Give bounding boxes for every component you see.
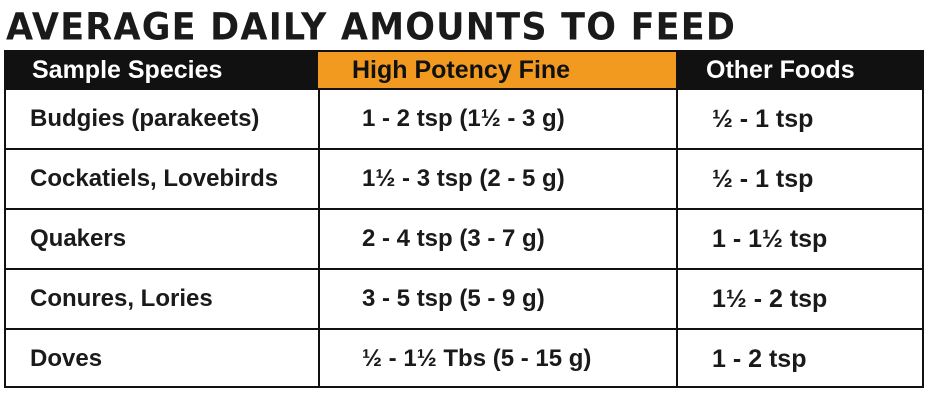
species-cell: Cockatiels, Lovebirds (30, 165, 279, 192)
feeding-table: Sample Species High Potency Fine Other F… (4, 50, 924, 388)
other-foods-cell: 1 - 1½ tsp (676, 210, 922, 268)
table-row: Conures, Lories 3 - 5 tsp (5 - 9 g) 1½ -… (6, 268, 922, 328)
other-foods-cell: 1½ - 2 tsp (676, 270, 922, 328)
table-row: Doves ½ - 1½ Tbs (5 - 15 g) 1 - 2 tsp (6, 328, 922, 388)
header-high-potency-fine: High Potency Fine (318, 52, 676, 88)
header-sample-species: Sample Species (6, 52, 318, 88)
table-row: Quakers 2 - 4 tsp (3 - 7 g) 1 - 1½ tsp (6, 208, 922, 268)
species-cell: Budgies (parakeets) (30, 105, 260, 132)
table-row: Budgies (parakeets) 1 - 2 tsp (1½ - 3 g)… (6, 88, 922, 148)
table-row: Cockatiels, Lovebirds 1½ - 3 tsp (2 - 5 … (6, 148, 922, 208)
high-potency-cell: 1½ - 3 tsp (2 - 5 g) (318, 150, 676, 208)
species-cell: Conures, Lories (30, 285, 213, 312)
species-cell: Doves (30, 345, 103, 372)
high-potency-cell: 1 - 2 tsp (1½ - 3 g) (318, 90, 676, 148)
species-cell: Quakers (30, 225, 127, 252)
other-foods-cell: ½ - 1 tsp (676, 90, 922, 148)
page-title: AVERAGE DAILY AMOUNTS TO FEED (6, 6, 737, 50)
table-header: Sample Species High Potency Fine Other F… (6, 52, 922, 88)
other-foods-cell: ½ - 1 tsp (676, 150, 922, 208)
high-potency-cell: 2 - 4 tsp (3 - 7 g) (318, 210, 676, 268)
other-foods-cell: 1 - 2 tsp (676, 330, 922, 388)
high-potency-cell: 3 - 5 tsp (5 - 9 g) (318, 270, 676, 328)
high-potency-cell: ½ - 1½ Tbs (5 - 15 g) (318, 330, 676, 388)
header-other-foods: Other Foods (676, 52, 922, 88)
